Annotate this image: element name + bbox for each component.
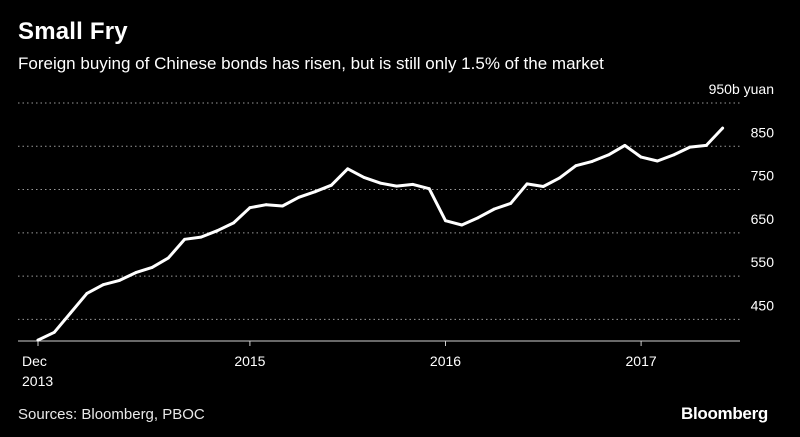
data-point bbox=[574, 164, 578, 168]
bloomberg-logo: Bloomberg bbox=[680, 404, 768, 423]
data-point bbox=[36, 338, 40, 342]
data-point bbox=[362, 176, 366, 179]
data-point bbox=[411, 183, 415, 186]
series-line-0 bbox=[36, 126, 725, 342]
y-tick-label-550: 550 bbox=[751, 254, 775, 270]
source-note: Sources: Bloomberg, PBOC bbox=[18, 406, 205, 423]
data-point bbox=[215, 229, 219, 233]
x-tick-label-2017: 2017 bbox=[626, 353, 657, 369]
y-tick-label-950: 950b yuan bbox=[709, 81, 774, 97]
data-point bbox=[101, 283, 105, 287]
data-point bbox=[281, 204, 284, 208]
x-tick-label-Dec: Dec bbox=[22, 353, 47, 369]
data-point bbox=[672, 153, 676, 157]
y-axis-labels: 450 550 650 750 850 950b yuan bbox=[709, 81, 775, 313]
data-point bbox=[248, 206, 252, 210]
data-point bbox=[525, 182, 529, 186]
data-point bbox=[118, 279, 121, 282]
data-point bbox=[150, 266, 154, 269]
data-point bbox=[232, 221, 236, 225]
data-point bbox=[541, 185, 545, 188]
y-tick-label-450: 450 bbox=[751, 297, 775, 313]
data-point bbox=[704, 144, 708, 147]
y-tick-label-750: 750 bbox=[751, 168, 775, 184]
chart-subtitle: Foreign buying of Chinese bonds has rise… bbox=[18, 54, 604, 73]
data-point bbox=[427, 187, 431, 191]
gridlines bbox=[18, 102, 740, 320]
data-point bbox=[199, 235, 203, 239]
data-point bbox=[378, 181, 382, 185]
data-point bbox=[134, 271, 138, 274]
data-point bbox=[688, 145, 692, 149]
x-tick-label-2016: 2016 bbox=[430, 353, 461, 369]
data-point bbox=[395, 184, 398, 188]
data-point bbox=[607, 153, 610, 157]
data-point bbox=[656, 159, 659, 163]
data-point bbox=[590, 160, 594, 163]
data-point bbox=[183, 237, 187, 241]
data-point bbox=[313, 190, 317, 194]
x-tick-label-2015: 2015 bbox=[234, 353, 265, 369]
data-point bbox=[444, 219, 447, 223]
series-layer bbox=[36, 126, 725, 342]
data-point bbox=[493, 207, 496, 211]
y-tick-label-650: 650 bbox=[751, 211, 775, 227]
x-axis-labels: Dec 2013 2015 2016 2017 bbox=[22, 341, 657, 389]
data-point bbox=[460, 223, 464, 227]
data-point bbox=[297, 195, 301, 199]
data-point bbox=[167, 256, 170, 260]
data-point bbox=[346, 167, 350, 171]
data-point bbox=[52, 330, 56, 334]
data-point bbox=[264, 203, 268, 207]
data-point bbox=[623, 144, 627, 147]
data-point bbox=[721, 126, 724, 130]
x-tick-sublabel-2013: 2013 bbox=[22, 373, 53, 389]
data-point bbox=[330, 183, 333, 187]
data-point bbox=[639, 155, 643, 159]
data-point bbox=[85, 292, 89, 295]
chart-title: Small Fry bbox=[18, 18, 128, 45]
data-point bbox=[69, 311, 72, 315]
data-point bbox=[558, 176, 561, 180]
data-point bbox=[476, 216, 480, 220]
y-tick-label-850: 850 bbox=[751, 124, 775, 140]
data-point bbox=[509, 202, 513, 205]
